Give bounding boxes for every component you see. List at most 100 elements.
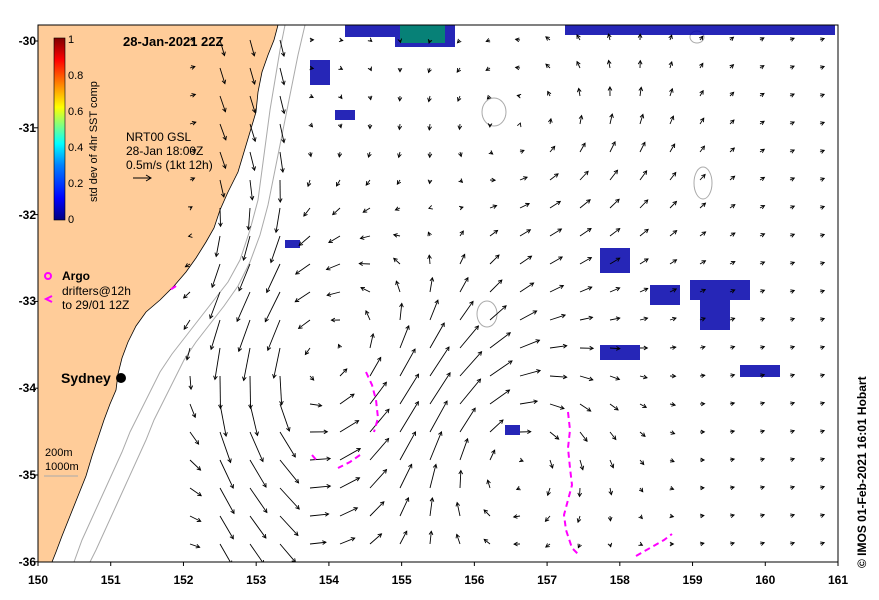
current-vector-head (562, 343, 568, 349)
current-vector-head (471, 407, 476, 413)
current-vector-head (701, 231, 707, 236)
current-vector (186, 347, 191, 360)
current-vector-head (759, 92, 765, 98)
current-vector-head (699, 541, 705, 547)
current-vector-head (358, 261, 364, 266)
current-vector-head (281, 109, 286, 115)
current-vector-head (365, 181, 371, 186)
current-vector (369, 408, 390, 433)
current-vector (279, 543, 296, 562)
current-vector-head (700, 513, 705, 519)
isobath-1000m (89, 25, 306, 562)
current-vector-head (643, 287, 649, 292)
current-vector (279, 431, 296, 458)
current-vector (249, 39, 255, 56)
current-vector (309, 485, 331, 489)
current-vector-head (730, 260, 736, 266)
current-vector-head (759, 37, 765, 42)
current-vector (219, 431, 232, 463)
current-vector (189, 515, 201, 522)
sst-patch (565, 25, 835, 35)
current-vector-head (790, 65, 795, 70)
current-vector (339, 368, 348, 377)
current-vector (395, 280, 401, 293)
current-vector-head (395, 280, 400, 286)
current-vector-head (820, 149, 826, 154)
current-vector-head (760, 373, 766, 378)
current-vector-head (557, 228, 563, 233)
current-vector (303, 207, 311, 217)
current-vector-head (427, 153, 433, 159)
current-vector (456, 534, 461, 545)
current-vector (609, 257, 621, 265)
current-vector-head (332, 210, 337, 216)
current-vector-head (223, 432, 228, 437)
current-vector-head (414, 373, 420, 379)
current-vector-head (586, 199, 591, 204)
current-vector-head (760, 317, 766, 322)
current-vector-head (607, 516, 613, 522)
current-vector (429, 277, 433, 293)
current-vector-head (554, 173, 559, 178)
current-vector-head (458, 178, 464, 183)
current-vector-head (328, 238, 333, 244)
current-vector (399, 325, 410, 349)
current-vector (189, 459, 201, 471)
current-vector-head (790, 149, 796, 154)
current-vector-head (188, 206, 193, 211)
current-vector-head (493, 229, 499, 235)
current-vector (729, 204, 736, 209)
current-vector-head (699, 62, 704, 68)
current-vector (699, 174, 706, 181)
current-vector-head (251, 166, 257, 172)
current-vector (189, 487, 202, 497)
current-vector-head (221, 79, 227, 85)
current-vector-head (308, 122, 314, 128)
x-tick-label: 156 (464, 573, 485, 587)
current-vector-head (298, 241, 304, 247)
current-vector (669, 115, 674, 125)
x-tick-label: 150 (27, 573, 49, 587)
current-vector-head (384, 437, 390, 443)
current-vector-head (356, 448, 362, 453)
current-vector-head (615, 198, 620, 204)
current-vector (399, 530, 408, 545)
current-vector-head (294, 297, 300, 303)
current-vector (429, 372, 451, 405)
current-vector-head (196, 517, 202, 522)
current-vector-head (330, 317, 336, 323)
current-vector (295, 263, 311, 275)
current-vector (309, 458, 331, 461)
current-vector-head (405, 324, 410, 330)
current-vector-head (554, 435, 560, 440)
current-vector-head (700, 401, 706, 407)
current-vector (579, 199, 591, 209)
current-vector-head (701, 173, 706, 179)
current-vector-head (759, 65, 765, 70)
current-vector-head (790, 317, 796, 322)
current-vector (639, 228, 649, 237)
sst-patch (335, 110, 355, 120)
current-vector-head (322, 540, 327, 545)
current-vector-head (672, 229, 678, 235)
current-vector-head (790, 121, 796, 126)
current-vector-head (281, 138, 286, 144)
reference-vector-head (145, 174, 152, 182)
current-vector (549, 345, 567, 349)
current-vector-head (367, 153, 372, 158)
current-vector-head (639, 460, 645, 466)
argo-label: Argo (62, 269, 90, 283)
y-tick-label: -30 (18, 34, 36, 48)
current-vector (459, 254, 466, 265)
current-vector-head (397, 38, 403, 44)
current-vector-head (638, 541, 644, 546)
current-vector-head (820, 373, 826, 378)
current-vector-head (461, 253, 466, 259)
current-vector-head (487, 123, 493, 128)
current-vector (549, 459, 554, 469)
current-vector-head (429, 497, 435, 502)
current-vector (307, 179, 311, 187)
current-vector (609, 287, 620, 293)
current-vector-head (280, 168, 285, 174)
